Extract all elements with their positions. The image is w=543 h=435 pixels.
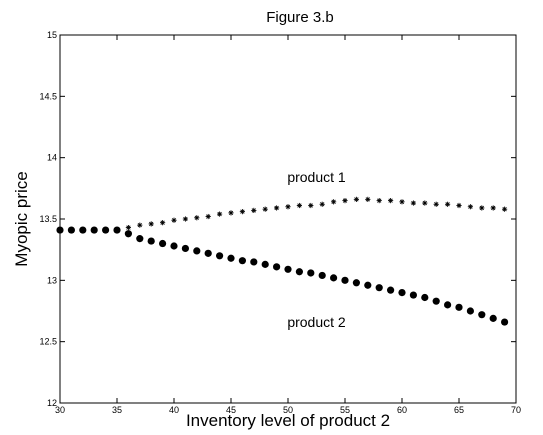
product-1-point — [319, 201, 325, 207]
product-2-point — [193, 247, 201, 255]
axis-ticks: 30 35 40 45 50 55 60 65 70 12 12.5 13 13.5 14 14.5 15 — [39, 30, 521, 415]
y-tick-label: 13 — [47, 275, 57, 285]
product-1-point — [353, 196, 359, 202]
product-1-point — [137, 222, 143, 228]
product-1-point — [171, 217, 177, 223]
product-2-point — [352, 279, 360, 287]
product-1-point — [57, 227, 63, 233]
product-2-point — [124, 230, 132, 238]
product-1-point — [217, 211, 223, 217]
product-1-point — [125, 224, 131, 231]
product-1-point — [262, 206, 268, 212]
product-1-point — [182, 216, 188, 222]
annotation-product-2: product 2 — [287, 314, 346, 330]
x-tick-label: 70 — [511, 405, 521, 415]
product-2-point — [159, 239, 167, 248]
product-1-point — [274, 205, 280, 211]
y-tick-label: 12 — [47, 398, 57, 408]
product-1-point — [296, 202, 302, 209]
product-2-point — [238, 257, 246, 265]
product-1-point — [308, 202, 314, 209]
product-2-point — [227, 254, 235, 262]
y-tick-label: 12.5 — [39, 337, 57, 347]
product-1-point — [376, 198, 382, 204]
y-tick-label: 13.5 — [39, 214, 57, 224]
product-2-point — [444, 301, 452, 309]
product-2-point — [501, 318, 509, 326]
x-tick-label: 65 — [454, 405, 464, 415]
product-1-point — [365, 196, 371, 202]
product-1-point — [114, 227, 120, 233]
product-2-point — [216, 252, 224, 260]
product-2-point — [204, 249, 212, 257]
product-2-point — [364, 281, 372, 289]
product-1-point — [433, 201, 439, 207]
x-tick-label: 35 — [112, 405, 122, 415]
x-tick-label: 30 — [55, 405, 65, 415]
x-tick-label: 50 — [283, 405, 293, 415]
y-tick-label: 14.5 — [39, 91, 57, 101]
product-2-point — [181, 244, 189, 253]
product-2-point — [387, 286, 395, 294]
product-2-point — [398, 289, 406, 297]
chart-title: Figure 3.b — [266, 9, 334, 26]
product-1-point — [399, 199, 405, 205]
product-2-point — [273, 263, 281, 271]
product-1-point — [456, 202, 462, 209]
x-axis-label: Inventory level of product 2 — [186, 411, 390, 430]
plot-frame — [59, 34, 517, 404]
product-1-point — [445, 201, 451, 207]
product-1-point — [205, 213, 211, 220]
product-2-point — [250, 258, 258, 266]
product-1-point — [342, 198, 348, 204]
product-2-point — [330, 274, 338, 282]
product-2-point — [295, 268, 303, 276]
product-1-point — [103, 227, 109, 233]
data-marks — [56, 196, 509, 326]
x-tick-label: 55 — [340, 405, 350, 415]
annotation-product-1: product 1 — [287, 169, 346, 185]
product-2-point — [284, 265, 292, 273]
product-2-point — [455, 303, 463, 311]
product-2-point — [136, 235, 144, 243]
product-2-point — [170, 242, 178, 250]
product-1-point — [148, 221, 154, 227]
product-1-point — [251, 207, 257, 214]
y-tick-label: 15 — [47, 30, 57, 40]
product-1-point — [422, 200, 428, 206]
product-1-point — [228, 210, 234, 216]
product-1-point — [467, 204, 473, 210]
product-1-point — [160, 220, 166, 226]
product-2-point — [375, 284, 383, 292]
x-tick-label: 40 — [169, 405, 179, 415]
product-1-point — [388, 198, 394, 204]
product-1-point — [285, 204, 291, 210]
product-1-point — [410, 200, 416, 206]
product-1-point — [194, 215, 200, 221]
product-2-point — [261, 260, 269, 268]
product-2-point — [307, 269, 315, 277]
x-tick-label: 45 — [226, 405, 236, 415]
product-1-point — [479, 205, 485, 211]
product-2-point — [478, 311, 486, 319]
product-1-point — [91, 227, 97, 233]
product-2-point — [341, 276, 349, 284]
product-1-point — [490, 205, 496, 211]
product-1-point — [331, 199, 337, 205]
product-2-point — [409, 291, 417, 299]
product-2-point — [318, 271, 326, 280]
x-tick-label: 60 — [397, 405, 407, 415]
y-tick-label: 14 — [47, 153, 57, 163]
product-2-point — [489, 314, 497, 322]
product-2-point — [432, 297, 440, 305]
product-2-point — [421, 293, 429, 302]
product-2-point — [466, 307, 474, 315]
y-axis-label: Myopic price — [12, 171, 31, 266]
product-1-point — [80, 227, 86, 233]
product-1-point — [239, 209, 245, 215]
product-1-point — [502, 206, 508, 212]
product-2-point — [147, 237, 155, 245]
product-1-point — [68, 227, 74, 233]
